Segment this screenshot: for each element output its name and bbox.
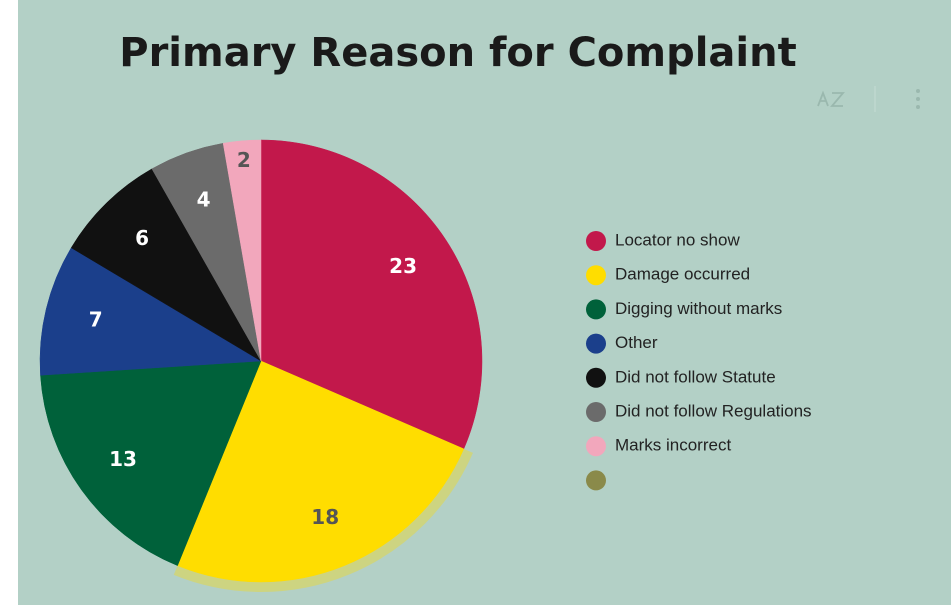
legend-swatch: [586, 333, 606, 354]
slice: [39, 247, 262, 376]
sort-icon: [830, 92, 845, 107]
legend-swatch: [586, 436, 606, 457]
slice: [40, 360, 262, 566]
legend-swatch: [586, 299, 606, 320]
menu-dot: [916, 89, 920, 93]
legend-label: Marks incorrect: [615, 436, 731, 455]
slice: [177, 360, 465, 583]
legend-label: Damage occurred: [615, 265, 750, 284]
legend-label: Other: [615, 333, 658, 352]
legend-swatch: [586, 470, 606, 491]
data-label: 13: [109, 447, 137, 471]
legend-swatch: [586, 265, 606, 286]
legend-swatch: [586, 231, 606, 251]
slice: [260, 139, 483, 450]
legend-label: Digging without marks: [615, 299, 782, 318]
sort-icon: [817, 90, 829, 107]
legend-swatch: [586, 402, 606, 422]
data-label: 6: [135, 226, 149, 250]
chart-title: Primary Reason for Complaint: [119, 30, 796, 76]
menu-dot: [916, 105, 920, 109]
slice: [70, 168, 262, 362]
slice-highlight: [173, 448, 473, 592]
legend-label: Locator no show: [615, 230, 740, 249]
legend-swatch: [586, 367, 606, 388]
sort-button[interactable]: [817, 90, 845, 107]
data-label: 4: [197, 187, 211, 211]
data-label: 23: [389, 254, 417, 278]
data-label: 7: [89, 308, 103, 332]
menu-dot: [916, 97, 920, 101]
slice: [222, 139, 262, 362]
data-label: 18: [311, 505, 339, 529]
data-label: 2: [237, 148, 251, 172]
legend-label: Did not follow Statute: [615, 367, 776, 386]
legend-label: Did not follow Regulations: [615, 401, 812, 420]
menu-button[interactable]: [916, 89, 920, 109]
